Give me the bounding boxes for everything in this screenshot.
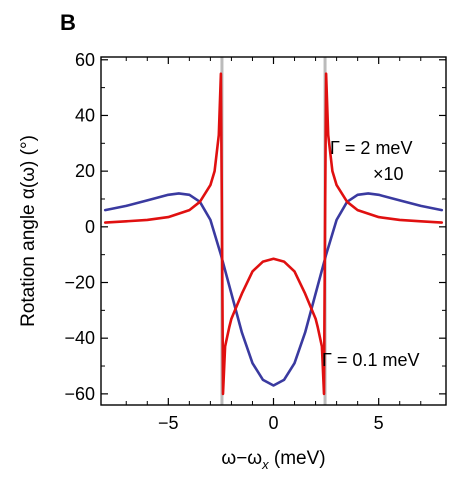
y-tick-label: 40 xyxy=(75,105,95,125)
x-tick-label: 0 xyxy=(268,413,278,433)
y-tick-label: −20 xyxy=(64,273,95,293)
panel-label: B xyxy=(60,10,76,35)
series-layer xyxy=(103,72,444,396)
x-tick-label: −5 xyxy=(158,413,179,433)
y-tick-label: 60 xyxy=(75,50,95,70)
broad-series-scale: ×10 xyxy=(373,164,404,184)
ticks-layer: −5 0 5 −60 −40 −20 0 20 40 60 xyxy=(64,50,446,433)
x-axis-label: ω−ωx (meV) xyxy=(221,448,325,472)
y-tick-label: 0 xyxy=(85,217,95,237)
broad-series-label: Γ = 2 meV xyxy=(330,138,412,158)
narrow-series-label: Γ = 0.1 meV xyxy=(322,350,419,370)
x-axis-label-sub: x xyxy=(261,457,269,472)
series-line-0 xyxy=(103,192,444,387)
y-tick-label: −60 xyxy=(64,384,95,404)
y-tick-label: −40 xyxy=(64,328,95,348)
reference-lines xyxy=(220,57,327,405)
y-tick-label: 20 xyxy=(75,161,95,181)
y-axis-label: Rotation angle α(ω) (°) xyxy=(18,135,39,327)
x-axis-label-unit: (meV) xyxy=(269,448,326,469)
x-tick-label: 5 xyxy=(374,413,384,433)
series-line-1 xyxy=(103,72,444,396)
x-axis-label-main: ω−ω xyxy=(221,448,262,469)
